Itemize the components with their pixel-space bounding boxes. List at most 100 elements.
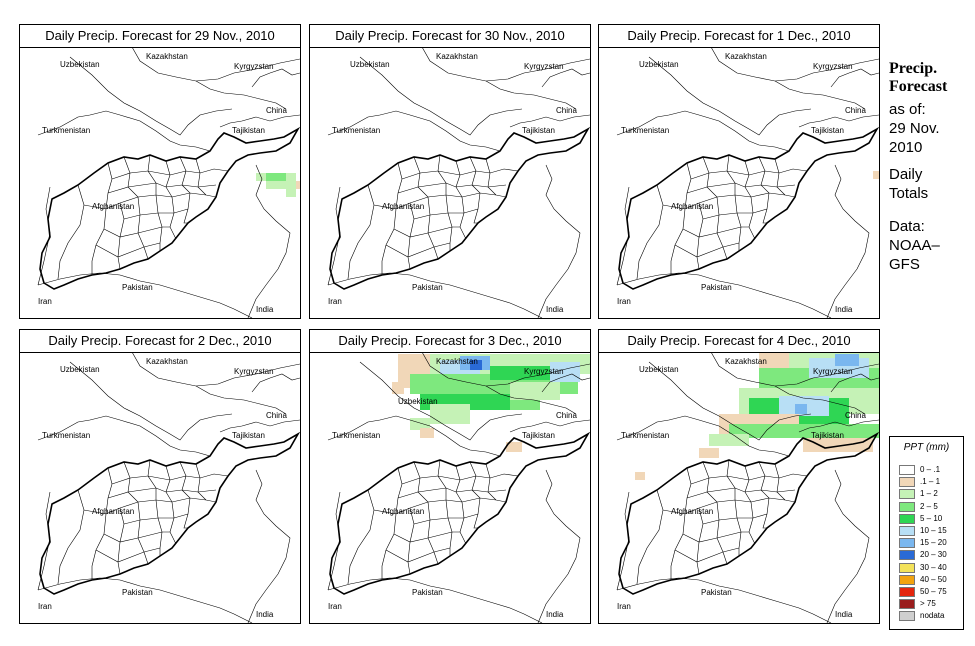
legend-swatch [899,526,915,536]
legend-swatch [899,465,915,475]
legend-label: > 75 [920,599,936,609]
label-afghanistan: Afghanistan [382,507,424,516]
label-pakistan: Pakistan [412,283,443,292]
legend-label: 2 – 5 [920,501,938,511]
label-afghanistan: Afghanistan [671,202,713,211]
label-tajikistan: Tajikistan [232,126,265,135]
label-iran: Iran [38,297,52,306]
label-kyrgyzstan: Kyrgyzstan [524,367,564,376]
legend-item: 5 – 10 [899,513,961,524]
legend-item: > 75 [899,599,961,610]
asof-label: as of: [889,101,926,118]
legend-item: .1 – 1 [899,477,961,488]
legend-label: 30 – 40 [920,562,947,572]
legend-swatch [899,513,915,524]
label-uzbekistan: Uzbekistan [639,365,679,374]
precip-map: Uzbekistan Kazakhstan Kyrgyzstan China T… [327,352,590,623]
legend-title: PPT (mm) [903,442,950,453]
legend-item: 1 – 2 [899,489,961,500]
legend-item: 0 – .1 [899,465,961,475]
legend-label: 15 – 20 [920,538,947,548]
legend-item: 20 – 30 [899,550,961,561]
label-kazakhstan: Kazakhstan [436,357,478,366]
legend-swatch [899,489,915,500]
asof-date-line2: 2010 [889,139,923,156]
label-iran: Iran [38,602,52,611]
legend-swatch [899,599,915,610]
forecast-panel-30nov: Daily Precip. Forecast for 30 Nov., 2010… [309,24,591,319]
label-tajikistan: Tajikistan [522,431,555,440]
data-source-line2: NOAA– [889,237,940,254]
legend-item: 40 – 50 [899,574,961,585]
legend-label: nodata [920,611,945,621]
heading-line1: Precip. [889,60,938,77]
label-china: China [556,106,577,115]
data-source-line1: Data: [889,218,925,235]
legend-swatch [899,587,915,597]
forecast-panel-29nov: Daily Precip. Forecast for 29 Nov., 2010… [19,24,301,319]
label-china: China [556,411,577,420]
legend-swatch [899,574,915,585]
legend-label: 50 – 75 [920,587,947,596]
label-turkmenistan: Turkmenistan [621,431,669,440]
label-kazakhstan: Kazakhstan [146,52,188,61]
forecast-panel-1dec: Daily Precip. Forecast for 1 Dec., 2010 … [598,24,880,319]
legend-label: 5 – 10 [920,513,943,523]
label-pakistan: Pakistan [701,283,732,292]
label-turkmenistan: Turkmenistan [332,126,380,135]
label-tajikistan: Tajikistan [811,431,844,440]
label-afghanistan: Afghanistan [382,202,424,211]
label-kyrgyzstan: Kyrgyzstan [524,62,564,71]
label-india: India [256,305,274,314]
forecast-info: Precip. Forecast as of: 29 Nov. 2010 Dai… [889,60,975,274]
panel-title: Daily Precip. Forecast for 2 Dec., 2010 [20,330,300,353]
asof-date-line1: 29 Nov. [889,120,940,137]
label-kazakhstan: Kazakhstan [725,52,767,61]
label-kyrgyzstan: Kyrgyzstan [813,367,853,376]
precip-map: Uzbekistan Kazakhstan Kyrgyzstan China T… [616,47,879,318]
label-pakistan: Pakistan [412,588,443,597]
label-pakistan: Pakistan [122,588,153,597]
label-kyrgyzstan: Kyrgyzstan [234,367,274,376]
totals-line1: Daily [889,166,923,183]
label-iran: Iran [328,602,342,611]
label-china: China [266,106,287,115]
legend-swatch [899,562,915,573]
legend-item: 2 – 5 [899,501,961,512]
legend-label: .1 – 1 [920,477,941,487]
forecast-panel-3dec: Daily Precip. Forecast for 3 Dec., 2010 … [309,329,591,624]
label-india: India [256,610,274,619]
label-china: China [266,411,287,420]
data-source-line3: GFS [889,256,920,273]
legend-swatch [899,501,915,512]
precip-map: Uzbekistan Kazakhstan Kyrgyzstan China T… [37,352,300,623]
label-uzbekistan: Uzbekistan [398,397,438,406]
label-uzbekistan: Uzbekistan [350,60,390,69]
precip-cells [392,354,590,452]
label-kazakhstan: Kazakhstan [146,357,188,366]
legend-swatch [899,611,915,622]
label-india: India [546,305,564,314]
label-turkmenistan: Turkmenistan [42,431,90,440]
legend-label: 20 – 30 [920,550,947,560]
forecast-panel-4dec: Daily Precip. Forecast for 4 Dec., 2010 … [598,329,880,624]
label-iran: Iran [328,297,342,306]
legend-item: 30 – 40 [899,562,961,573]
legend-swatch [899,550,915,561]
legend-label: 10 – 15 [920,526,947,535]
label-india: India [835,610,853,619]
label-pakistan: Pakistan [701,588,732,597]
label-afghanistan: Afghanistan [92,507,134,516]
legend-item: 10 – 15 [899,526,961,536]
legend-label: 1 – 2 [920,489,938,499]
label-kyrgyzstan: Kyrgyzstan [234,62,274,71]
label-iran: Iran [617,602,631,611]
label-uzbekistan: Uzbekistan [639,60,679,69]
legend-swatch [899,477,915,488]
forecast-panel-2dec: Daily Precip. Forecast for 2 Dec., 2010 … [19,329,301,624]
label-china: China [845,411,866,420]
totals-line2: Totals [889,185,929,202]
heading-line2: Forecast [889,78,948,95]
label-afghanistan: Afghanistan [671,507,713,516]
label-turkmenistan: Turkmenistan [621,126,669,135]
